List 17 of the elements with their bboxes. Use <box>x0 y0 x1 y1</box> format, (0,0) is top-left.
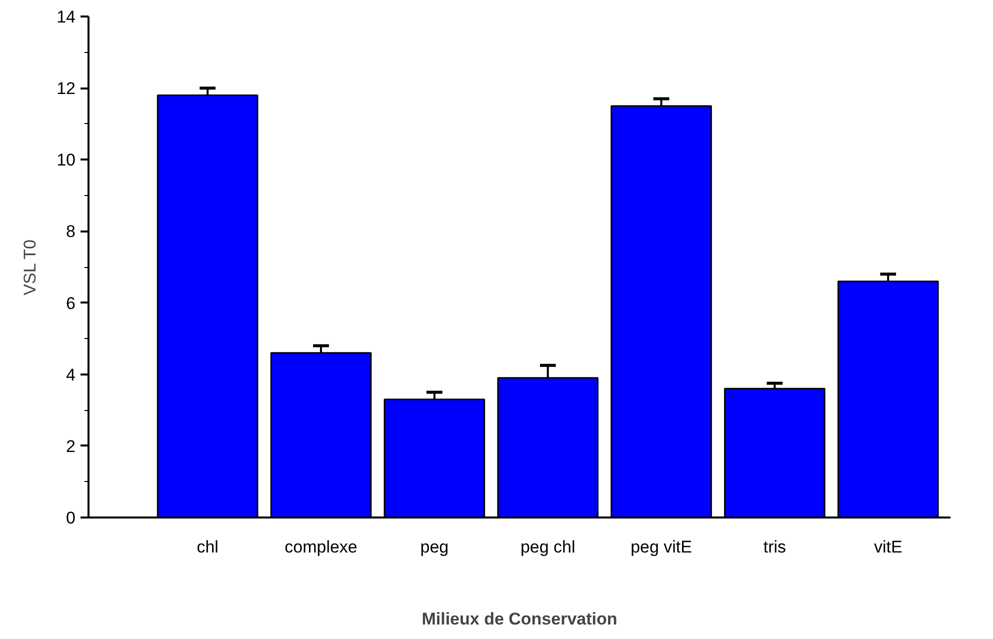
x-tick-label: peg chl <box>520 538 576 556</box>
x-tick-label: tris <box>763 538 786 556</box>
x-tick-label: peg <box>420 538 449 556</box>
y-tick-label: 4 <box>66 365 76 384</box>
y-tick-label: 12 <box>56 79 76 98</box>
y-tick-label: 6 <box>66 294 76 313</box>
x-tick-label: chl <box>196 538 218 556</box>
x-tick-label: complexe <box>284 538 358 556</box>
y-tick-label: 2 <box>66 436 76 456</box>
y-tick-label: 0 <box>66 508 76 528</box>
y-tick-label: 8 <box>66 222 76 242</box>
y-tick-label: 10 <box>56 150 76 170</box>
y-tick-label: 14 <box>56 8 76 26</box>
x-tick-label: peg vitE <box>630 538 692 556</box>
x-axis-title: Milieux de Conservation <box>422 610 618 628</box>
y-axis-title: VSL T0 <box>20 240 40 296</box>
x-tick-label: vitE <box>874 538 902 556</box>
